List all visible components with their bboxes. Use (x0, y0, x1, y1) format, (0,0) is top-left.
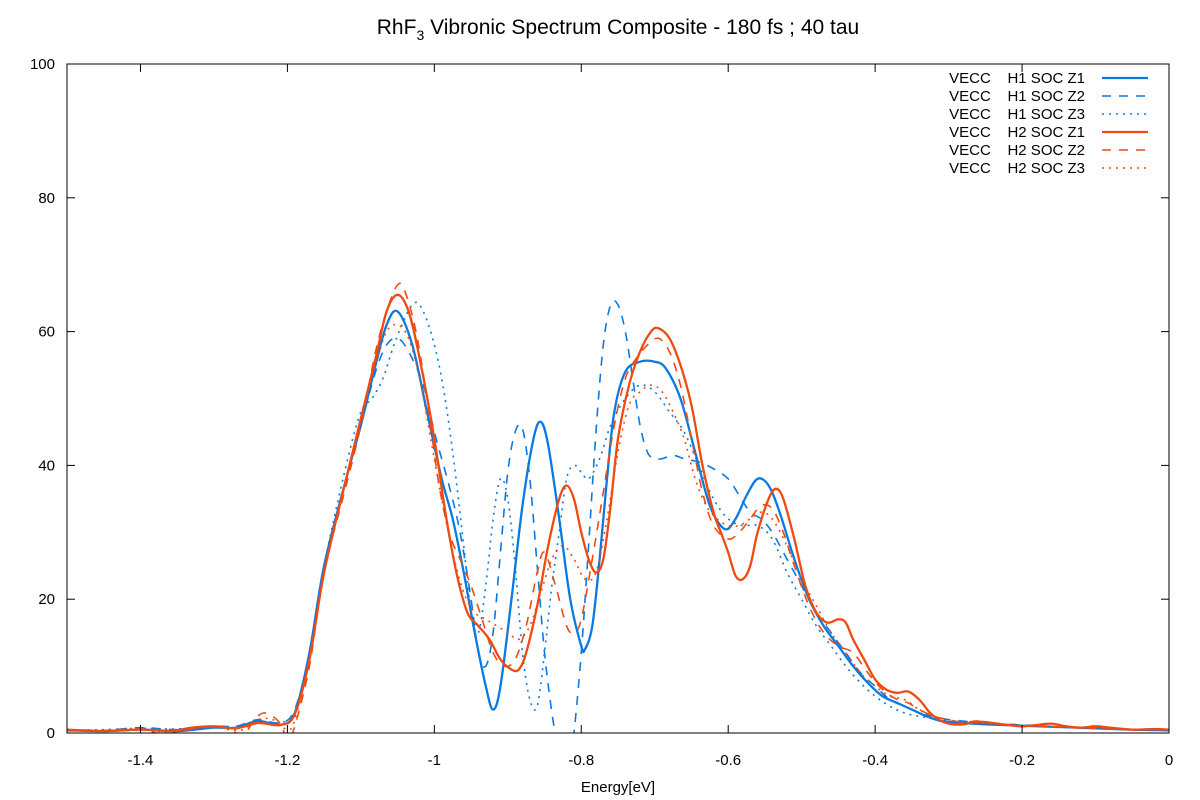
y-tick-label: 20 (38, 591, 55, 608)
plot-frame (66, 63, 1170, 734)
y-tick-label: 80 (38, 190, 55, 207)
y-tick-label: 60 (38, 324, 55, 341)
x-tick-label: -0.4 (862, 752, 888, 769)
y-tick-label: 0 (47, 725, 55, 742)
y-tick-label: 40 (38, 457, 55, 474)
legend-label: VECC H2 SOC Z1 (949, 124, 1085, 141)
series-line-3 (67, 301, 1169, 732)
legend-label: VECC H1 SOC Z3 (949, 106, 1085, 123)
x-tick-label: -1 (428, 752, 441, 769)
series-line-4 (67, 293, 1169, 733)
legend-label: VECC H2 SOC Z2 (949, 142, 1085, 159)
x-tick-label: 0 (1165, 752, 1173, 769)
x-tick-label: -1.4 (128, 752, 154, 769)
series-line-5 (67, 282, 1169, 733)
y-axis-tick-labels: 0 20 40 60 80 100 (30, 56, 55, 742)
legend-label: VECC H1 SOC Z2 (949, 88, 1085, 105)
chart-title: RhF3 Vibronic Spectrum Composite - 180 f… (377, 16, 859, 43)
x-tick-label: -1.2 (274, 752, 300, 769)
x-axis-tick-labels: -1.4 -1.2 -1 -0.8 -0.6 -0.4 -0.2 0 (128, 752, 1174, 769)
series-line-6 (67, 323, 1169, 733)
legend-label: VECC H2 SOC Z3 (949, 160, 1085, 177)
series-line-2 (67, 299, 1169, 733)
x-tick-label: -0.8 (568, 752, 594, 769)
x-tick-label: -0.2 (1009, 752, 1035, 769)
series-lines (67, 282, 1169, 733)
y-tick-label: 100 (30, 56, 55, 73)
series-line-1 (67, 309, 1169, 733)
axis-ticks (67, 63, 1170, 734)
x-tick-label: -0.6 (715, 752, 741, 769)
legend-label: VECC H1 SOC Z1 (949, 70, 1085, 87)
x-axis-label: Energy[eV] (581, 779, 655, 796)
